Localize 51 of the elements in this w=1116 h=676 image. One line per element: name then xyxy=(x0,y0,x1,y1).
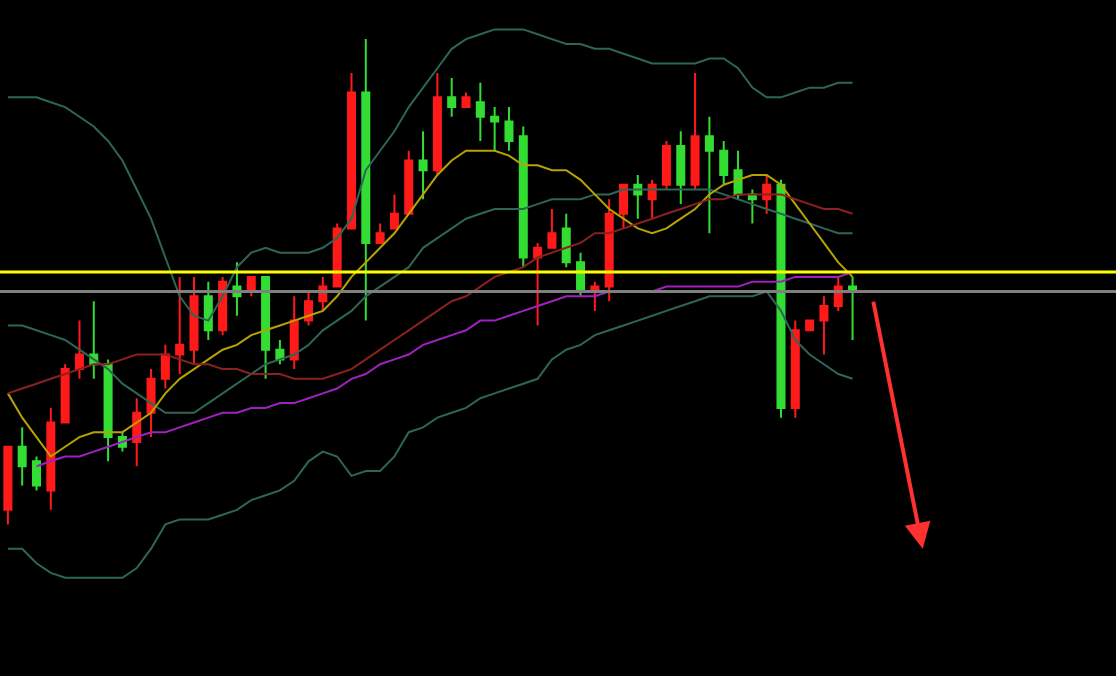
candlestick xyxy=(32,455,42,492)
candlestick xyxy=(447,76,457,118)
candlestick xyxy=(60,363,70,424)
candlestick xyxy=(389,193,399,230)
candlestick xyxy=(661,140,671,191)
candlestick xyxy=(776,178,786,419)
candlestick xyxy=(46,406,56,511)
candlestick xyxy=(504,106,514,152)
candlestick xyxy=(490,106,500,152)
candlestick xyxy=(3,445,13,526)
candlestick xyxy=(747,188,757,225)
candlestick xyxy=(289,295,299,371)
candlestick xyxy=(561,212,571,269)
candlestick xyxy=(17,426,27,487)
candlestick xyxy=(146,368,156,439)
candlestick xyxy=(647,178,657,220)
candlestick xyxy=(261,275,271,380)
candlestick xyxy=(461,91,471,109)
candlestick xyxy=(547,207,557,249)
candlestick xyxy=(332,222,342,288)
candlestick xyxy=(819,295,829,356)
candlestick xyxy=(633,174,643,220)
candlestick xyxy=(89,300,99,380)
candlestick xyxy=(762,174,772,215)
candlestick xyxy=(805,319,815,332)
candlestick xyxy=(175,275,185,375)
candlestick xyxy=(203,280,213,341)
candlestick xyxy=(275,339,285,366)
candlestick xyxy=(418,130,428,201)
candlestick xyxy=(346,72,356,230)
candlestick xyxy=(848,275,858,341)
candlestick xyxy=(690,72,700,191)
candlestick xyxy=(160,343,170,390)
candlestick xyxy=(619,183,628,230)
candlestick xyxy=(719,140,729,186)
candlestick xyxy=(533,241,543,327)
candlestick xyxy=(103,358,113,463)
candlestick xyxy=(304,290,314,327)
candlestick xyxy=(790,319,800,419)
candlestick xyxy=(733,149,743,201)
candlestick xyxy=(375,222,385,244)
candlestick xyxy=(475,81,485,143)
candlestick xyxy=(74,319,84,380)
candlestick xyxy=(704,115,714,235)
candlestick xyxy=(361,38,371,322)
candlestick xyxy=(604,198,614,303)
candlestick xyxy=(432,72,442,176)
candlestick xyxy=(189,275,199,366)
candlestick xyxy=(404,149,414,215)
candlestick xyxy=(676,130,686,206)
candlestick xyxy=(518,125,528,269)
